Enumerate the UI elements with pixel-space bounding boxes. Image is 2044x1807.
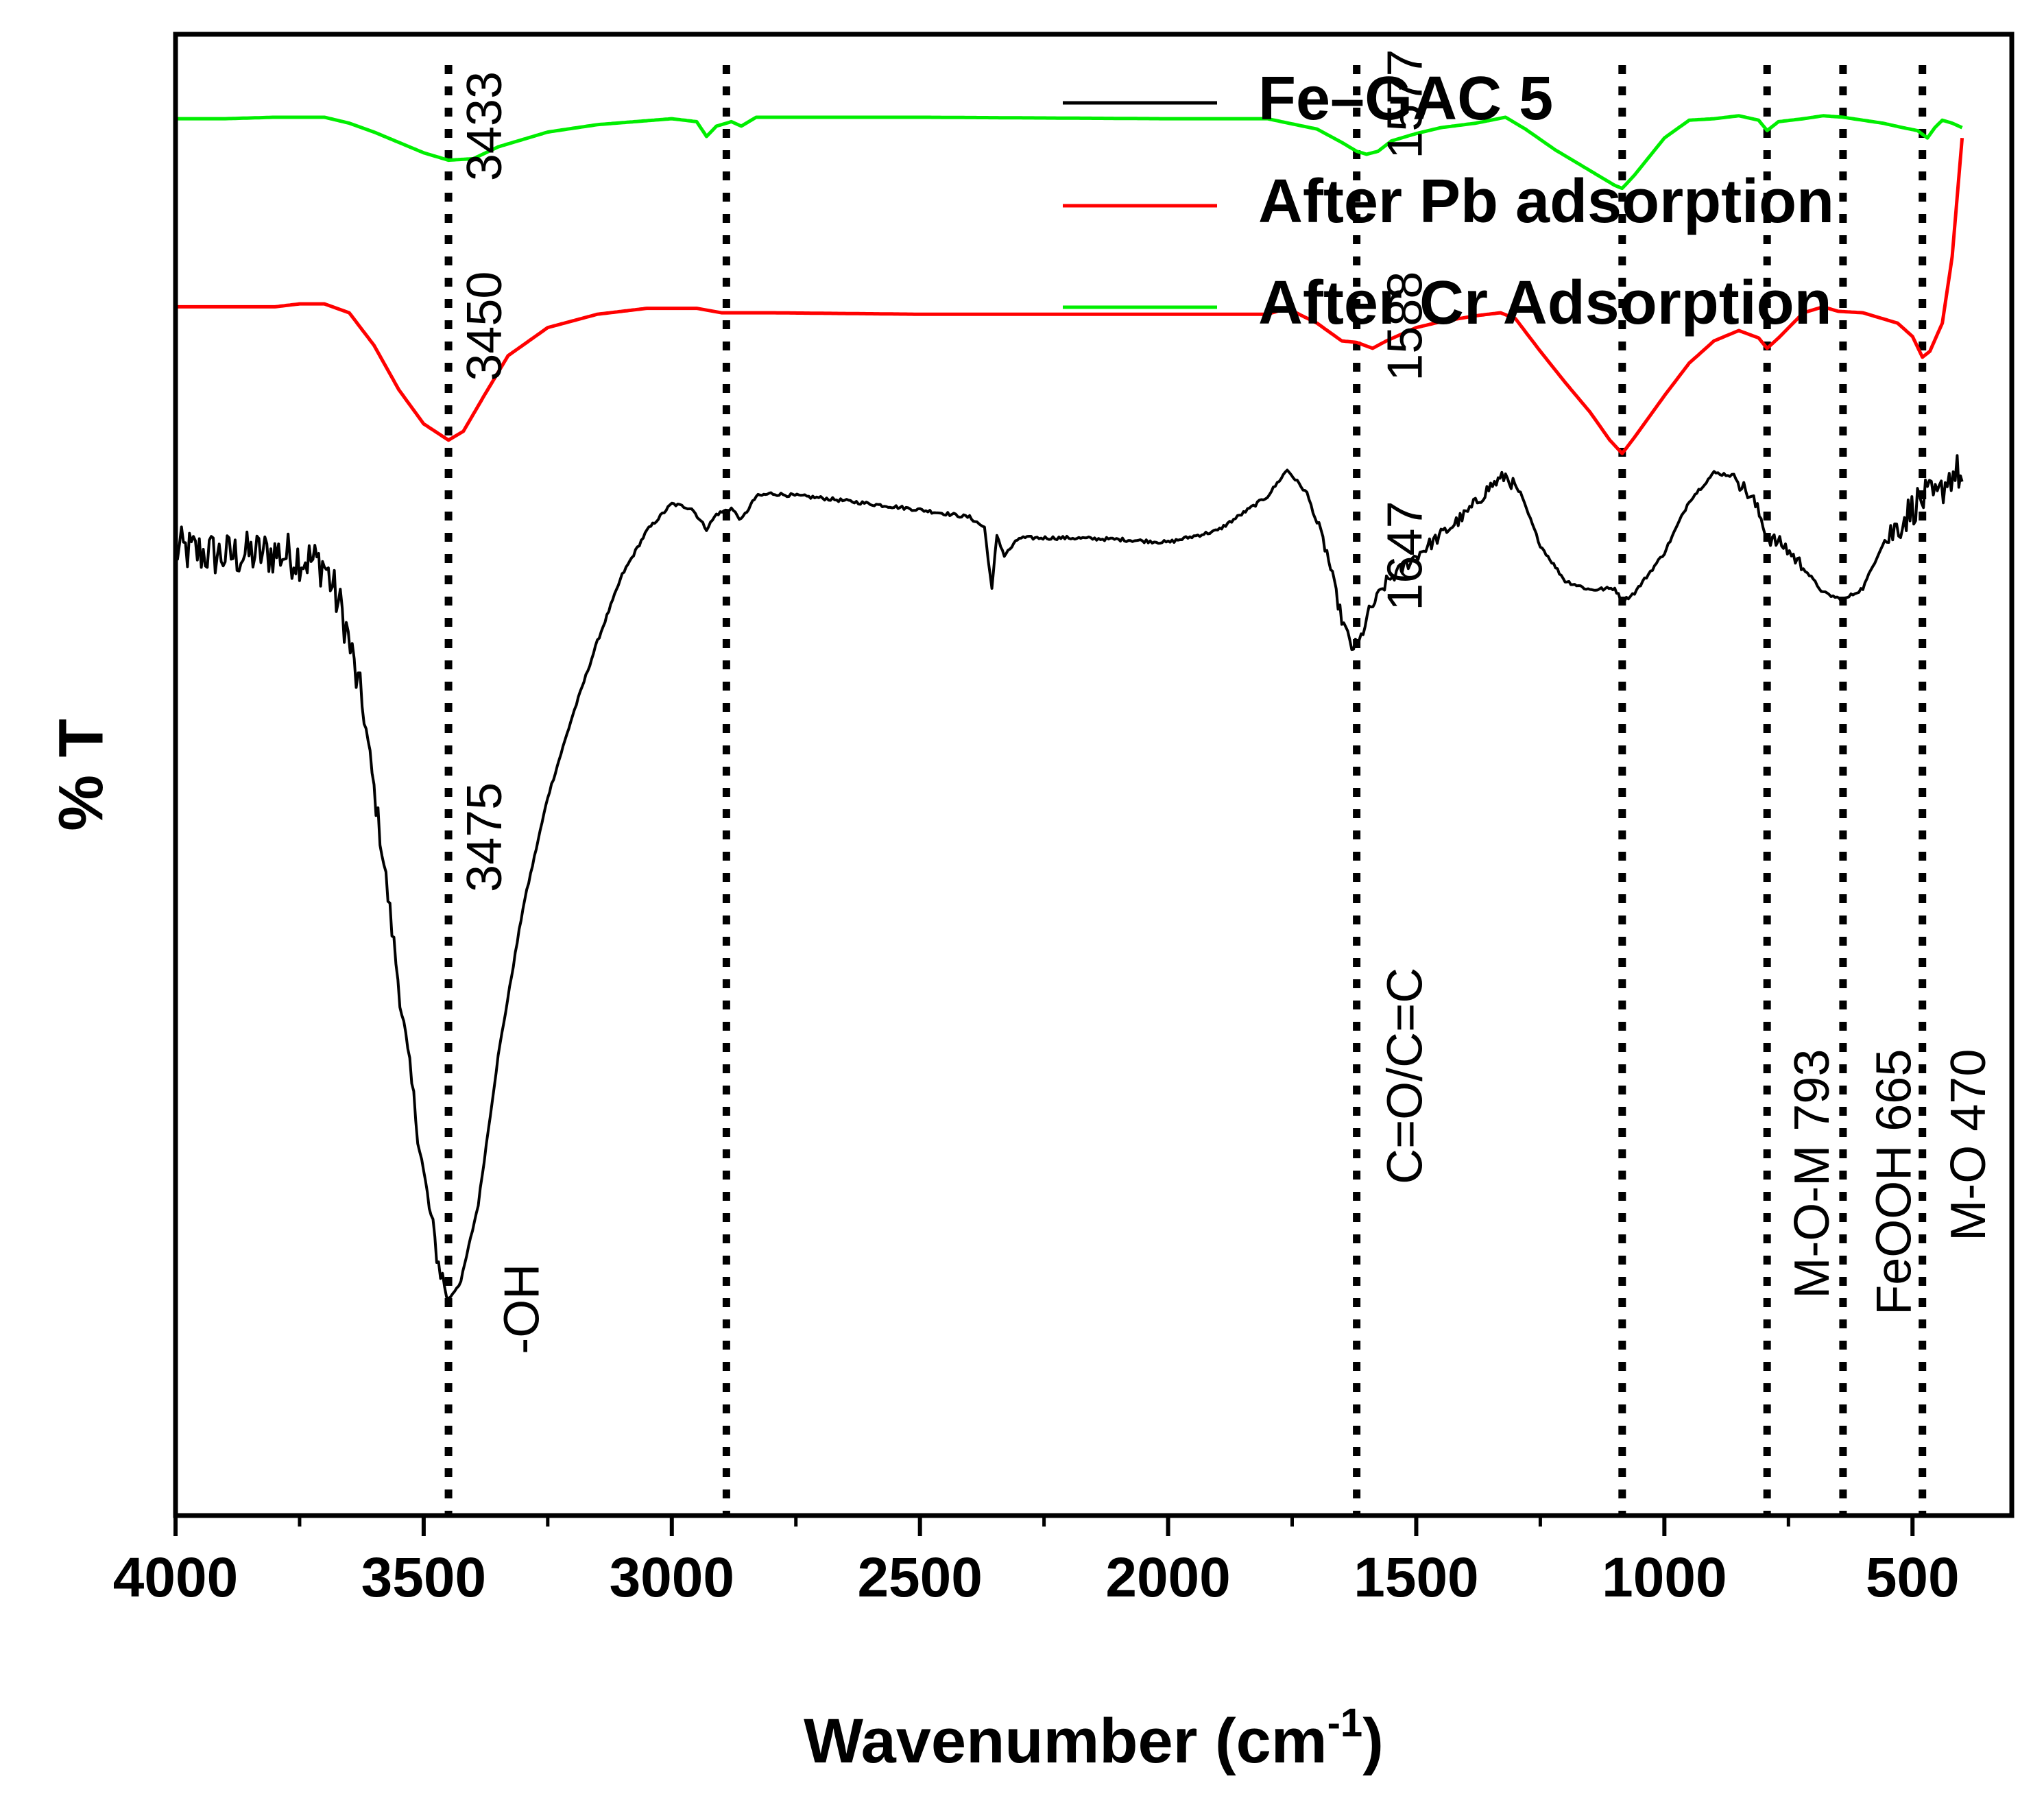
legend: Fe–GAC 5 After Pb adsorption After Cr Ad… bbox=[1063, 64, 1834, 337]
legend-label-fe-gac5: Fe–GAC 5 bbox=[1258, 64, 1553, 133]
series-line-2 bbox=[176, 114, 1963, 191]
x-tick-label-1: 3500 bbox=[361, 1546, 486, 1609]
annotation-2: 3475 bbox=[457, 782, 512, 892]
annotation-4: 1577 bbox=[1378, 49, 1433, 159]
series-layer bbox=[174, 114, 1964, 1300]
x-axis-title-superscript: -1 bbox=[1327, 1701, 1363, 1745]
annotation-5: 1588 bbox=[1378, 272, 1433, 381]
annotation-6: 1647 bbox=[1378, 501, 1433, 610]
annotation-1: 3450 bbox=[457, 272, 512, 381]
x-tick-label-6: 1000 bbox=[1602, 1546, 1727, 1609]
annotation-layer: 3433 3450 3475 -OH 1577 1588 1647 C=O/C=C M-O-M … bbox=[457, 49, 1996, 1354]
x-axis-title: Wavenumber (cm-1) bbox=[804, 1701, 1384, 1776]
x-tick-label-5: 1500 bbox=[1354, 1546, 1478, 1609]
x-tick-label-4: 2000 bbox=[1105, 1546, 1230, 1609]
series-line-0 bbox=[174, 454, 1964, 1300]
legend-label-pb: After Pb adsorption bbox=[1258, 167, 1834, 236]
x-tick-label-3: 2500 bbox=[857, 1546, 982, 1609]
annotation-0: 3433 bbox=[457, 71, 512, 181]
legend-label-cr: After Cr Adsorption bbox=[1258, 269, 1832, 337]
plot-frame bbox=[173, 32, 2015, 1518]
series-line-1 bbox=[176, 137, 1964, 455]
annotation-7: C=O/C=C bbox=[1378, 968, 1433, 1184]
x-tick-label-0: 4000 bbox=[113, 1546, 238, 1609]
x-axis-title-main: Wavenumber (cm bbox=[804, 1706, 1327, 1776]
y-axis-title: % T bbox=[46, 719, 116, 831]
reference-lines bbox=[444, 65, 1927, 1516]
x-tick-label-2: 3000 bbox=[610, 1546, 734, 1609]
annotation-8: M-O-M 793 bbox=[1785, 1049, 1840, 1299]
annotation-3: -OH bbox=[494, 1264, 549, 1354]
x-axis-title-suffix: ) bbox=[1362, 1706, 1384, 1776]
annotation-10: M-O 470 bbox=[1941, 1049, 1996, 1241]
annotation-9: FeOOH 665 bbox=[1867, 1049, 1922, 1315]
x-axis-ticks: 4000 3500 3000 2500 2000 1500 1000 500 bbox=[113, 1516, 1960, 1609]
x-tick-label-7: 500 bbox=[1866, 1546, 1960, 1609]
